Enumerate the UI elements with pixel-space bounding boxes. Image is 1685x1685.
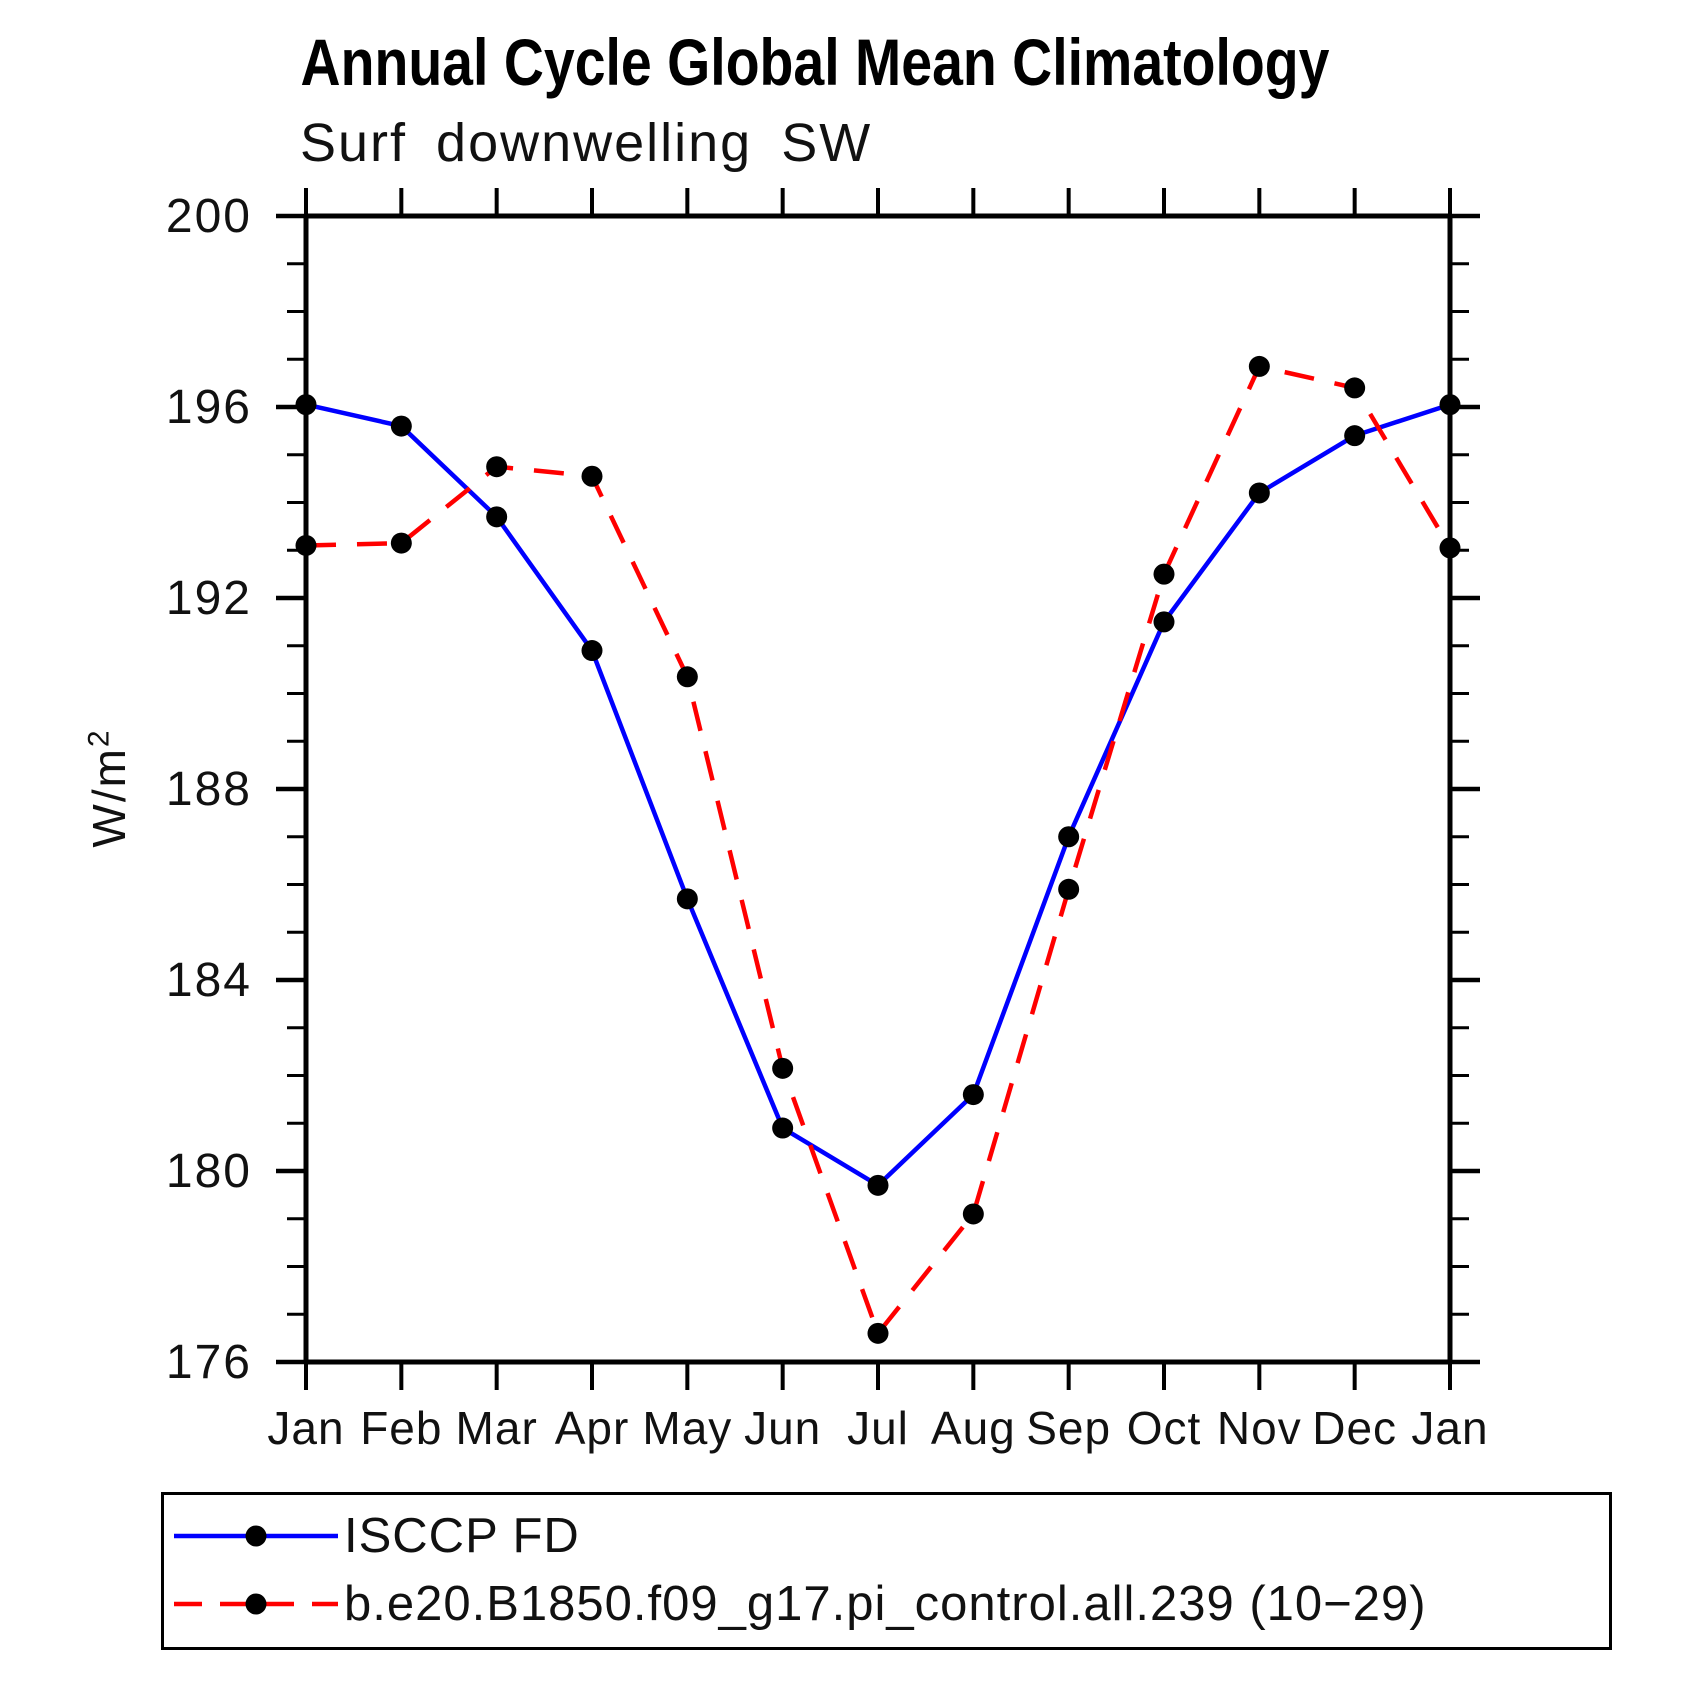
data-point	[486, 506, 508, 528]
data-point	[962, 1084, 984, 1106]
x-tick-label: Nov	[1217, 1402, 1302, 1454]
data-point	[1344, 425, 1366, 447]
y-tick-label: 188	[166, 763, 252, 816]
y-tick-label: 200	[166, 190, 252, 243]
legend-entry-model: b.e20.B1850.f09_g17.pi_control.all.239 (…	[172, 1577, 1427, 1631]
data-point	[295, 534, 317, 556]
data-point	[1153, 611, 1175, 633]
data-point	[1344, 377, 1366, 399]
legend-line-sample-solid	[174, 1525, 338, 1547]
x-tick-label: Jul	[847, 1402, 909, 1454]
legend-line-sample-dashed	[174, 1593, 338, 1615]
data-point	[1248, 355, 1270, 377]
data-point	[867, 1322, 889, 1344]
y-tick-label: 196	[166, 381, 252, 434]
x-tick-label: Oct	[1127, 1402, 1202, 1454]
x-tick-label: Jan	[1411, 1402, 1488, 1454]
data-point	[962, 1203, 984, 1225]
data-point	[1058, 878, 1080, 900]
data-point	[390, 532, 412, 554]
data-point	[772, 1057, 794, 1079]
data-point	[1439, 394, 1461, 416]
data-point	[1058, 826, 1080, 848]
legend-label: ISCCP FD	[344, 1509, 580, 1563]
x-tick-label: May	[642, 1402, 732, 1454]
data-point	[676, 666, 698, 688]
x-tick-label: Apr	[555, 1402, 630, 1454]
y-tick-label: 184	[166, 954, 252, 1007]
chart-subtitle: Surf downwelling SW	[300, 113, 873, 173]
y-tick-label: 192	[166, 572, 252, 625]
x-tick-label: Aug	[931, 1402, 1016, 1454]
y-tick-label: 180	[166, 1145, 252, 1198]
data-point	[486, 456, 508, 478]
data-point	[772, 1117, 794, 1139]
data-point	[295, 394, 317, 416]
data-point	[1439, 537, 1461, 559]
legend-marker-icon	[245, 1593, 267, 1615]
legend-label: b.e20.B1850.f09_g17.pi_control.all.239 (…	[344, 1577, 1427, 1631]
x-tick-label: Feb	[360, 1402, 442, 1454]
legend-entry-isccp-fd: ISCCP FD	[172, 1509, 580, 1563]
y-tick-label: 176	[166, 1336, 252, 1389]
data-point	[867, 1174, 889, 1196]
data-point	[676, 888, 698, 910]
series-line-0	[305, 402, 1451, 1189]
x-tick-label: Sep	[1026, 1402, 1111, 1454]
data-point	[1153, 563, 1175, 585]
chart-title: Annual Cycle Global Mean Climatology	[300, 25, 1330, 99]
data-point	[1248, 482, 1270, 504]
data-point	[581, 640, 603, 662]
data-point	[390, 415, 412, 437]
x-tick-label: Mar	[456, 1402, 538, 1454]
data-point	[581, 465, 603, 487]
legend-marker-icon	[245, 1525, 267, 1547]
x-tick-label: Jan	[267, 1402, 344, 1454]
legend-box: ISCCP FD b.e20.B1850.f09_g17.pi_control.…	[161, 1492, 1612, 1650]
x-tick-label: Jun	[744, 1402, 821, 1454]
x-tick-label: Dec	[1312, 1402, 1397, 1454]
